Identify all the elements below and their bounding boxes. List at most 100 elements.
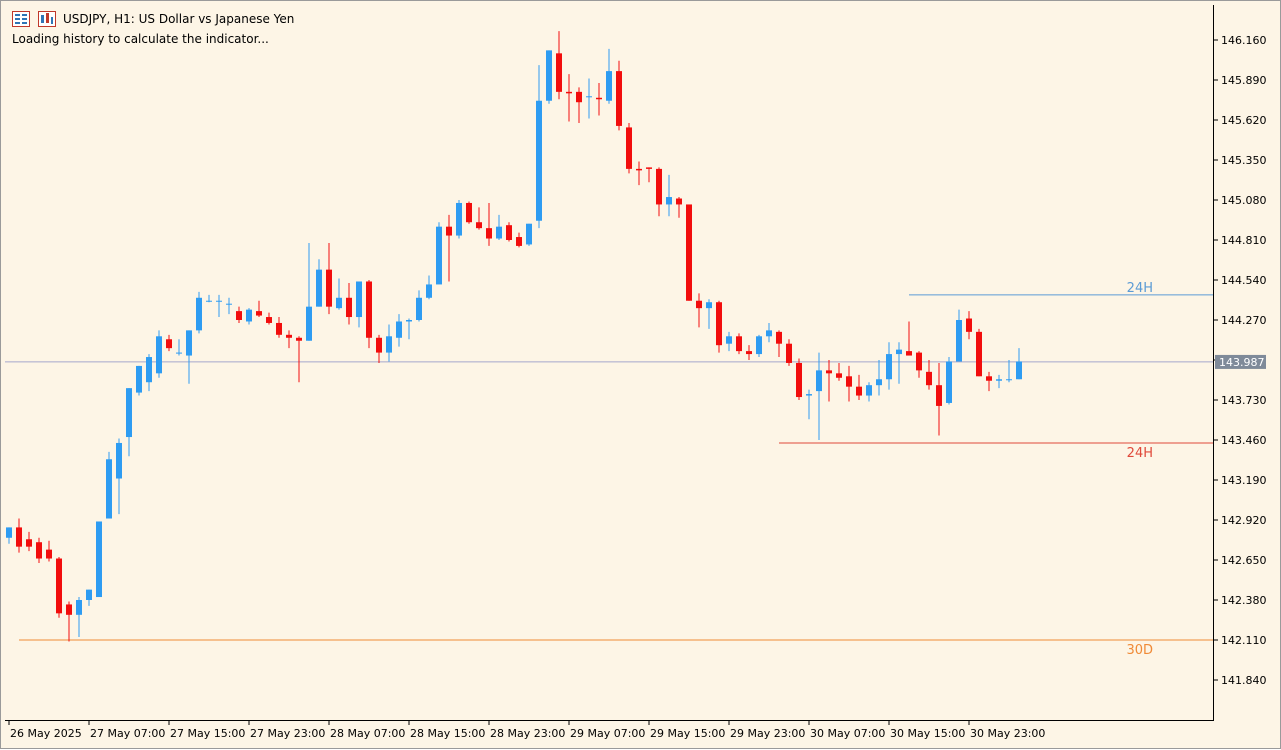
candle-body xyxy=(16,527,22,547)
candle xyxy=(726,331,732,352)
candle xyxy=(206,294,212,303)
chart-properties-icon[interactable] xyxy=(38,11,56,27)
candle xyxy=(986,371,992,392)
candle xyxy=(26,531,32,552)
current-price-tag xyxy=(1215,354,1266,369)
candle-body xyxy=(186,330,192,356)
candle-body xyxy=(646,167,652,169)
plot-area[interactable]: 24H 24H 30D xyxy=(5,5,1214,721)
candle xyxy=(256,300,262,318)
candle-body xyxy=(946,361,952,403)
candle xyxy=(656,167,662,217)
candle xyxy=(46,540,52,562)
x-tick-label: 29 May 23:00 xyxy=(730,727,805,740)
candle xyxy=(956,309,962,362)
y-tick-label: 141.840 xyxy=(1221,674,1267,687)
candle-body xyxy=(266,317,272,323)
candle xyxy=(336,278,342,310)
candle-body xyxy=(786,343,792,363)
x-tick-label: 28 May 23:00 xyxy=(490,727,565,740)
candle-body xyxy=(426,284,432,298)
y-tick-label: 142.650 xyxy=(1221,554,1267,567)
level-label: 24H xyxy=(1127,281,1153,296)
y-tick-label: 142.380 xyxy=(1221,594,1267,607)
candle-body xyxy=(316,269,322,307)
candle-body xyxy=(826,370,832,374)
candle xyxy=(596,82,602,116)
candle-body xyxy=(696,300,702,309)
candle-body xyxy=(526,223,532,245)
candle xyxy=(306,242,312,341)
candle-body xyxy=(256,311,262,316)
one-click-trading-icon[interactable] xyxy=(12,11,30,27)
candle xyxy=(176,339,182,356)
candle xyxy=(646,167,652,183)
y-tick-label: 144.810 xyxy=(1221,234,1267,247)
candle-body xyxy=(486,228,492,239)
candle xyxy=(326,242,332,315)
candle-body xyxy=(636,168,642,171)
candle xyxy=(296,336,302,383)
candle-body xyxy=(66,604,72,615)
candle xyxy=(136,365,142,396)
candle xyxy=(426,275,432,300)
candle-body xyxy=(76,600,82,615)
candle xyxy=(346,282,352,325)
candle-body xyxy=(986,376,992,381)
candle-body xyxy=(376,337,382,353)
candle-body xyxy=(336,297,342,309)
candle-body xyxy=(346,297,352,318)
candle-body xyxy=(806,394,812,396)
candle xyxy=(356,281,362,328)
candle xyxy=(466,201,472,224)
candle xyxy=(196,291,202,334)
candle xyxy=(86,589,92,606)
candle xyxy=(806,389,812,420)
candle-body xyxy=(126,388,132,438)
candle xyxy=(866,382,872,402)
candle-body xyxy=(166,339,172,349)
candle-body xyxy=(1006,379,1012,381)
candle xyxy=(1016,348,1022,380)
candle-body xyxy=(226,303,232,305)
candle xyxy=(266,312,272,325)
candle xyxy=(906,321,912,356)
candle xyxy=(416,290,422,322)
candle xyxy=(606,48,612,104)
candle-body xyxy=(56,558,62,614)
candle xyxy=(76,597,82,638)
candle-body xyxy=(536,100,542,221)
candle-body xyxy=(476,222,482,229)
candle xyxy=(706,299,712,329)
candle xyxy=(1006,360,1012,383)
candle xyxy=(16,518,22,553)
candle-body xyxy=(466,202,472,223)
candle xyxy=(576,87,582,123)
x-tick-label: 30 May 15:00 xyxy=(890,727,965,740)
candle xyxy=(616,60,622,131)
candlestick-chart[interactable]: 24H 24H 30D xyxy=(5,5,1213,721)
candle-body xyxy=(976,331,982,377)
candle-body xyxy=(366,281,372,338)
candle xyxy=(506,222,512,242)
y-tick-label: 142.920 xyxy=(1221,514,1267,527)
candle xyxy=(666,174,672,217)
candle xyxy=(36,537,42,563)
candle xyxy=(586,78,592,119)
candle xyxy=(476,207,482,230)
candle-body xyxy=(916,352,922,371)
candle xyxy=(446,214,452,282)
candle xyxy=(276,317,282,338)
candle xyxy=(406,318,412,340)
candle-body xyxy=(726,336,732,344)
candle xyxy=(746,345,752,360)
candle xyxy=(66,601,72,642)
y-tick-label: 143.460 xyxy=(1221,434,1267,447)
candle-body xyxy=(866,385,872,396)
candle xyxy=(546,50,552,104)
candle xyxy=(916,351,922,378)
candle-body xyxy=(656,168,662,205)
candle xyxy=(556,31,562,100)
y-tick-label: 144.540 xyxy=(1221,274,1267,287)
